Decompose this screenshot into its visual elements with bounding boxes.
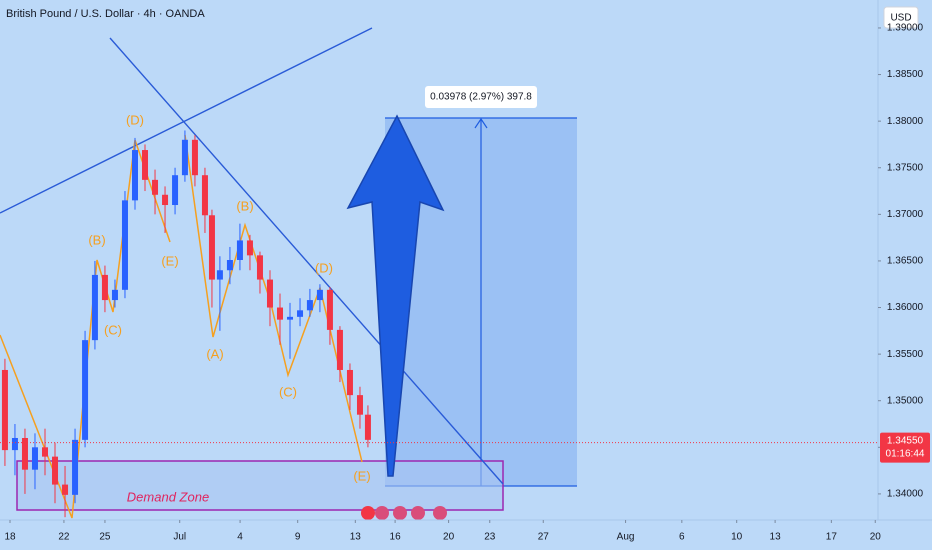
- x-tick-label: 4: [237, 532, 243, 543]
- y-tick-label: 1.34000: [887, 489, 924, 500]
- trend-line: [109, 37, 504, 485]
- y-tick-label: 1.35000: [887, 395, 924, 406]
- candle-body: [131, 150, 138, 201]
- candle-body: [306, 300, 313, 311]
- event-icon: [375, 506, 389, 520]
- countdown: 01:16:44: [886, 448, 925, 459]
- candles: [1, 130, 371, 518]
- event-icon: [393, 506, 407, 520]
- wave-label: (C): [279, 384, 297, 399]
- measure-arrow-head: [474, 117, 488, 129]
- candle-body: [216, 270, 223, 280]
- candle-body: [287, 316, 294, 320]
- wave-label: (C): [104, 322, 122, 337]
- candle-body: [11, 437, 18, 451]
- candle-body: [201, 175, 208, 216]
- y-tick-label: 1.35500: [887, 349, 924, 360]
- y-tick-label: 1.37500: [887, 162, 924, 173]
- y-tick-label: 1.36000: [887, 302, 924, 313]
- wave-label: (E): [353, 468, 370, 483]
- x-tick-label: 20: [443, 532, 455, 543]
- candle-body: [364, 414, 371, 440]
- x-tick-label: 18: [4, 532, 16, 543]
- currency-box[interactable]: [883, 6, 919, 29]
- candle-body: [226, 260, 233, 271]
- candle-body: [297, 310, 304, 317]
- candle-body: [266, 279, 273, 308]
- candle-body: [181, 139, 188, 176]
- x-tick-label: 16: [390, 532, 402, 543]
- candle-body: [172, 175, 179, 206]
- wave-label: (B): [88, 232, 105, 247]
- y-tick-label: 1.38500: [887, 69, 924, 80]
- x-tick-label: Jul: [173, 532, 186, 543]
- candle-body: [52, 456, 59, 485]
- wave-label: (D): [126, 112, 144, 127]
- candle-body: [208, 215, 215, 280]
- candle-body: [21, 437, 28, 470]
- candle-body: [72, 439, 79, 495]
- wave-label: (A): [206, 346, 223, 361]
- candle-body: [101, 274, 108, 301]
- chart-title: British Pound / U.S. Dollar · 4h · OANDA: [6, 8, 205, 20]
- y-tick-label: 1.37000: [887, 209, 924, 220]
- x-tick-label: 6: [679, 532, 685, 543]
- y-tick-label: 1.36500: [887, 256, 924, 267]
- event-icon: [433, 506, 447, 520]
- event-icon: [361, 506, 375, 520]
- candle-body: [111, 289, 118, 301]
- candle-body: [91, 274, 98, 341]
- x-tick-label: 10: [731, 532, 743, 543]
- candle-body: [236, 240, 243, 260]
- zone-label: Demand Zone: [127, 489, 209, 504]
- last-price-box: [880, 432, 930, 463]
- candle-body: [142, 150, 149, 180]
- candle-body: [256, 255, 263, 280]
- measure-label-box: [425, 86, 537, 108]
- candle-body: [1, 369, 8, 451]
- candle-body: [246, 240, 253, 256]
- y-tick-label: 1.39000: [887, 23, 924, 34]
- candle-body: [356, 395, 363, 415]
- candle-body: [82, 340, 89, 440]
- candle-body: [121, 200, 128, 290]
- candle-body: [191, 139, 198, 176]
- candle-body: [152, 179, 159, 195]
- candle-body: [326, 289, 333, 330]
- x-tick-label: 22: [58, 532, 70, 543]
- x-tick-label: 27: [538, 532, 550, 543]
- candle-body: [41, 447, 48, 457]
- candle-body: [336, 329, 343, 370]
- trend-line: [0, 27, 373, 214]
- measure-label: 0.03978 (2.97%) 397.8: [430, 92, 532, 103]
- big-arrow: [346, 114, 445, 477]
- x-tick-label: 13: [350, 532, 362, 543]
- candle-body: [316, 289, 323, 301]
- wave-label: (D): [315, 260, 333, 275]
- y-tick-label: 1.38000: [887, 116, 924, 127]
- candle-body: [31, 447, 38, 470]
- x-tick-label: 25: [99, 532, 111, 543]
- x-tick-label: 23: [484, 532, 496, 543]
- x-tick-label: 17: [826, 532, 838, 543]
- demand-zone: [16, 460, 504, 511]
- x-tick-label: 20: [870, 532, 882, 543]
- event-icon: [411, 506, 425, 520]
- candle-body: [162, 194, 169, 206]
- wave-label: (B): [236, 198, 253, 213]
- candle-body: [276, 307, 283, 320]
- event-icons: [361, 506, 447, 520]
- candle-body: [62, 484, 69, 495]
- x-tick-label: 13: [770, 532, 782, 543]
- wave-label: (E): [161, 253, 178, 268]
- x-tick-label: Aug: [617, 532, 635, 543]
- currency: USD: [890, 13, 911, 24]
- x-tick-label: 9: [295, 532, 301, 543]
- last-price-label: 1.34550: [887, 435, 924, 446]
- candle-body: [346, 369, 353, 396]
